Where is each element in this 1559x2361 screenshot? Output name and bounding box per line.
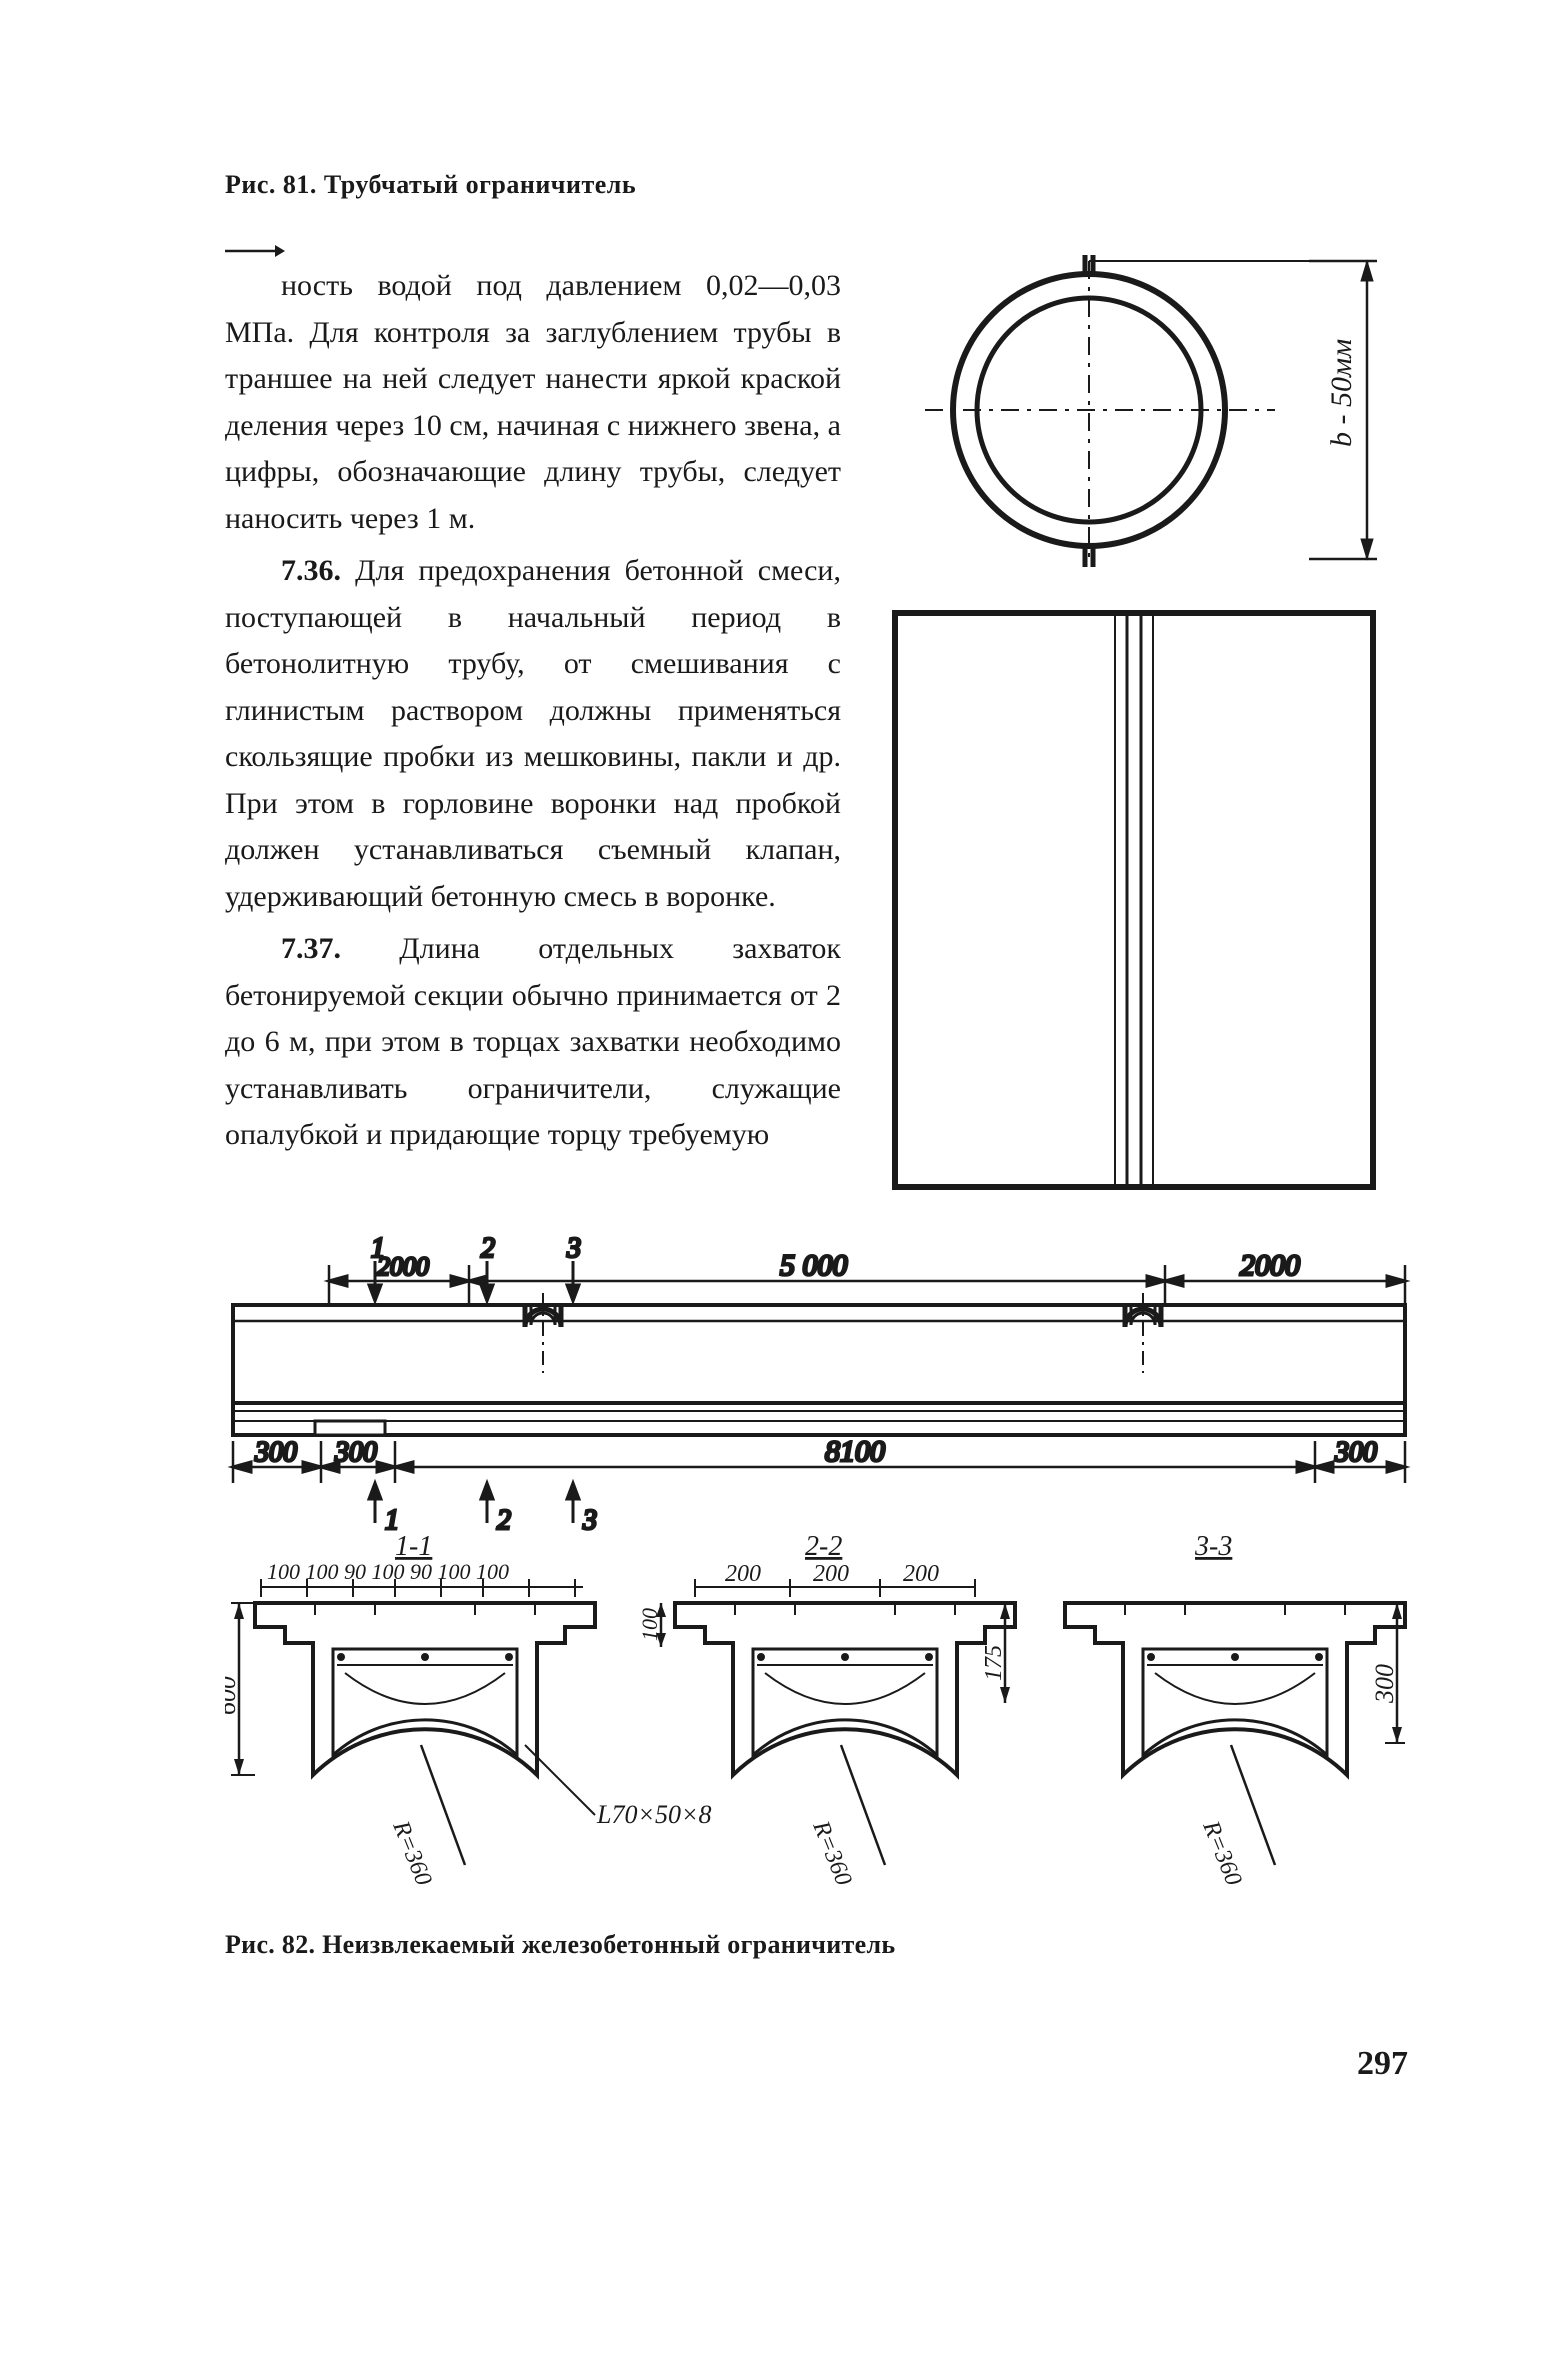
fig81-caption: Рис. 81. Трубчатый ограничитель <box>225 165 1414 205</box>
para-3: 7.37. Длина отдельных захваток бетонируе… <box>225 926 841 1159</box>
fig82-blabel-1: 1 <box>385 1505 399 1535</box>
sec2-r: R=360 <box>807 1817 857 1890</box>
fig81-graphics: b - 50мм <box>889 243 1389 1193</box>
sec2-title: 2-2 <box>805 1535 842 1562</box>
fig82-topdim-3: 2000 <box>1240 1249 1300 1282</box>
sec1-note: L70×50×8 <box>596 1800 712 1829</box>
fig81-dim-label: b - 50мм <box>1325 339 1358 447</box>
sec3-r: R=360 <box>1197 1817 1247 1890</box>
sec3-left: 300 <box>1370 1664 1399 1704</box>
para-2-lead: 7.36. <box>281 554 341 587</box>
sec2-d1: 200 <box>725 1561 761 1587</box>
sec2-d2: 200 <box>813 1561 849 1587</box>
sec1-topdims: 100 100 90 100 90 100 100 <box>267 1559 509 1584</box>
fig82-botdim-4: 300 <box>1334 1437 1377 1468</box>
body-text-column: ность водой под давлением 0,02—0,03 МПа.… <box>225 243 841 1165</box>
top-row: ность водой под давлением 0,02—0,03 МПа.… <box>225 243 1414 1193</box>
fig82-sections-svg: 1-1 100 100 90 100 90 100 100 600 R=360 … <box>225 1535 1411 1895</box>
para-2: 7.36. Для предохранения бетонной смеси, … <box>225 548 841 920</box>
fig82-topdim-1: 2000 <box>377 1252 429 1281</box>
sec1-left: 600 <box>225 1676 241 1715</box>
sec3-title: 3-3 <box>1194 1535 1232 1562</box>
para-2-body: Для предохранения бетонной смеси, поступ… <box>225 554 841 913</box>
fig82-botdim-1: 300 <box>254 1437 297 1468</box>
fig82-label-3: 3 <box>566 1235 581 1264</box>
sec2-d3: 200 <box>903 1561 939 1587</box>
fig82-main-svg: 1 2 3 2000 5 000 2000 <box>225 1235 1411 1535</box>
sec1-title: 1-1 <box>395 1535 432 1562</box>
para-3-lead: 7.37. <box>281 932 341 965</box>
fig81-top-svg: b - 50мм <box>889 247 1389 573</box>
fig82-blabel-2: 2 <box>497 1505 511 1535</box>
fig82-blabel-3: 3 <box>582 1505 597 1535</box>
fig82-caption: Рис. 82. Неизвлекаемый железобетонный ог… <box>225 1925 1414 1965</box>
sec2-left-100: 100 <box>637 1608 662 1641</box>
sec1-r: R=360 <box>387 1817 437 1890</box>
fig82-botdim-3: 8100 <box>825 1435 885 1468</box>
fig81-bottom-svg <box>889 607 1379 1193</box>
page-number: 297 <box>225 2038 1414 2091</box>
fig82-topdim-2: 5 000 <box>780 1249 848 1282</box>
para-1: ность водой под давлением 0,02—0,03 МПа.… <box>225 263 841 542</box>
arrow-right <box>225 243 841 259</box>
sec2-left-175: 175 <box>981 1645 1007 1681</box>
fig82-label-2: 2 <box>481 1235 495 1264</box>
fig82-botdim-2: 300 <box>334 1437 377 1468</box>
